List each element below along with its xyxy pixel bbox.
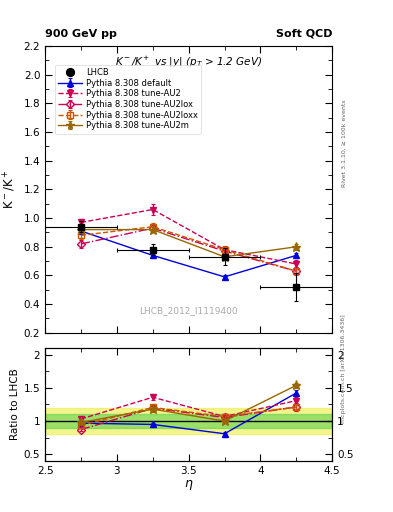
Y-axis label: K$^-$/K$^+$: K$^-$/K$^+$ bbox=[2, 169, 18, 209]
Text: K$^-$/K$^+$ vs |y| (p$_{T}$ > 1.2 GeV): K$^-$/K$^+$ vs |y| (p$_{T}$ > 1.2 GeV) bbox=[115, 55, 262, 70]
Bar bbox=[45, 414, 332, 428]
X-axis label: $\eta$: $\eta$ bbox=[184, 478, 193, 493]
Text: 900 GeV pp: 900 GeV pp bbox=[45, 29, 117, 39]
Legend: LHCB, Pythia 8.308 default, Pythia 8.308 tune-AU2, Pythia 8.308 tune-AU2lox, Pyt: LHCB, Pythia 8.308 default, Pythia 8.308… bbox=[55, 65, 201, 134]
Text: mcplots.cern.ch [arXiv:1306.3436]: mcplots.cern.ch [arXiv:1306.3436] bbox=[342, 314, 346, 423]
Text: Rivet 3.1.10, ≥ 100k events: Rivet 3.1.10, ≥ 100k events bbox=[342, 99, 346, 187]
Text: Soft QCD: Soft QCD bbox=[275, 29, 332, 39]
Bar bbox=[45, 408, 332, 434]
Text: LHCB_2012_I1119400: LHCB_2012_I1119400 bbox=[140, 307, 238, 315]
Y-axis label: Ratio to LHCB: Ratio to LHCB bbox=[9, 369, 20, 440]
